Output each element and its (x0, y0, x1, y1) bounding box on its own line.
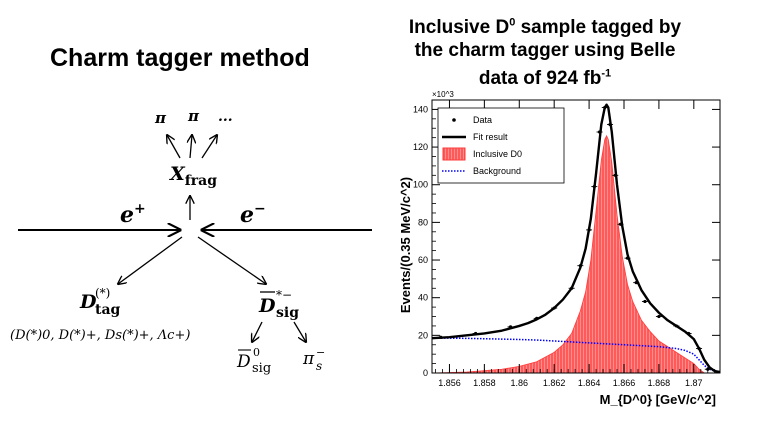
xfrag-label: Xfrag (169, 163, 217, 189)
dsig0-sup: 0 (253, 346, 260, 359)
y-axis-label: Events/(0.35 MeV/c^2) (398, 177, 413, 313)
pi2-label: π (187, 107, 200, 125)
y-tick-label: 40 (418, 293, 428, 303)
data-point (608, 122, 612, 127)
dtag-modes: (D(*)0, D(*)+, Ds(*)+, Λc+) (10, 328, 190, 343)
data-point (535, 316, 539, 320)
pi1-label: π (154, 109, 167, 127)
pis-label: π (302, 349, 315, 369)
legend-label: Fit result (473, 132, 508, 142)
data-point (613, 173, 617, 177)
data-point (643, 299, 647, 304)
x-axis-label: M_{D^0} [GeV/c^2] (600, 392, 716, 407)
dsig-arrow (197, 236, 266, 284)
pi1-arrow (167, 135, 181, 159)
chart-title: Inclusive D0 sample tagged by the charm … (385, 12, 705, 90)
data-point (625, 256, 630, 260)
x-tick-label: 1.862 (543, 378, 566, 388)
dsig-label: D (258, 295, 276, 317)
legend-box (437, 107, 565, 184)
x-tick-label: 1.864 (578, 378, 601, 388)
diagram-title: Charm tagger method (50, 44, 310, 72)
data-point (657, 314, 661, 319)
y-tick-label: 140 (413, 104, 428, 114)
dtag-label: D (79, 291, 97, 313)
y-tick-label: 20 (418, 330, 428, 340)
dtag-sub: tag (95, 302, 121, 318)
data-point (634, 281, 638, 285)
dots-label: ... (218, 109, 233, 125)
data-point (697, 346, 701, 351)
dsig-sub: sig (276, 305, 299, 321)
data-point (618, 222, 623, 226)
y-multiplier: ×10^3 (432, 90, 454, 99)
x-tick-label: 1.856 (438, 378, 461, 388)
y-tick-label: 120 (413, 142, 428, 152)
pis-sup: − (316, 346, 325, 359)
dsig0-arrow (252, 321, 263, 342)
eplus-label: e+ (120, 201, 146, 228)
legend-signal-marker (442, 147, 466, 161)
dsig0-label: D (236, 352, 251, 372)
data-point (592, 185, 596, 189)
legend-data-marker (452, 118, 456, 122)
pis-sub: s (316, 359, 322, 373)
dsig0-sub: sig (252, 361, 271, 376)
y-tick-label: 80 (418, 217, 428, 227)
data-point (570, 286, 574, 290)
x-tick-label: 1.86 (511, 378, 529, 388)
eminus-label: e− (240, 201, 266, 228)
chart-title-line2: the charm tagger using Belle (414, 40, 676, 62)
pi2-arrow (190, 135, 192, 159)
x-tick-label: 1.866 (613, 378, 636, 388)
chart-title-line1: Inclusive D0 sample tagged by (408, 17, 682, 39)
legend-label: Data (473, 115, 492, 125)
background-curve (432, 337, 721, 373)
data-point (603, 105, 607, 110)
data-point (552, 306, 556, 310)
dsig-sup: *− (276, 288, 292, 302)
data-point (587, 228, 591, 232)
x-tick-label: 1.858 (473, 378, 496, 388)
x-tick-label: 1.868 (648, 378, 671, 388)
dots-arrow (201, 135, 217, 159)
data-point (674, 324, 678, 328)
legend-label: Background (473, 166, 521, 176)
data-point (474, 331, 478, 336)
x-tick-label: 1.87 (685, 378, 703, 388)
fit-result-curve (431, 103, 721, 374)
data-point (686, 331, 691, 336)
y-tick-label: 0 (423, 368, 428, 378)
plot-frame (431, 99, 721, 374)
inclusive-d0-fill (431, 134, 706, 374)
data-point (439, 335, 443, 339)
data-point (597, 130, 602, 134)
pis-arrow (293, 321, 306, 342)
legend-label: Inclusive D0 (473, 149, 522, 159)
y-tick-label: 100 (413, 180, 428, 190)
data-point (508, 325, 513, 329)
dtag-arrow (118, 236, 183, 284)
data-point (578, 264, 582, 268)
dtag-sup: (*) (95, 286, 110, 300)
y-tick-label: 60 (418, 255, 428, 265)
chart-title-line3: data of 924 fb-1 (478, 67, 612, 89)
